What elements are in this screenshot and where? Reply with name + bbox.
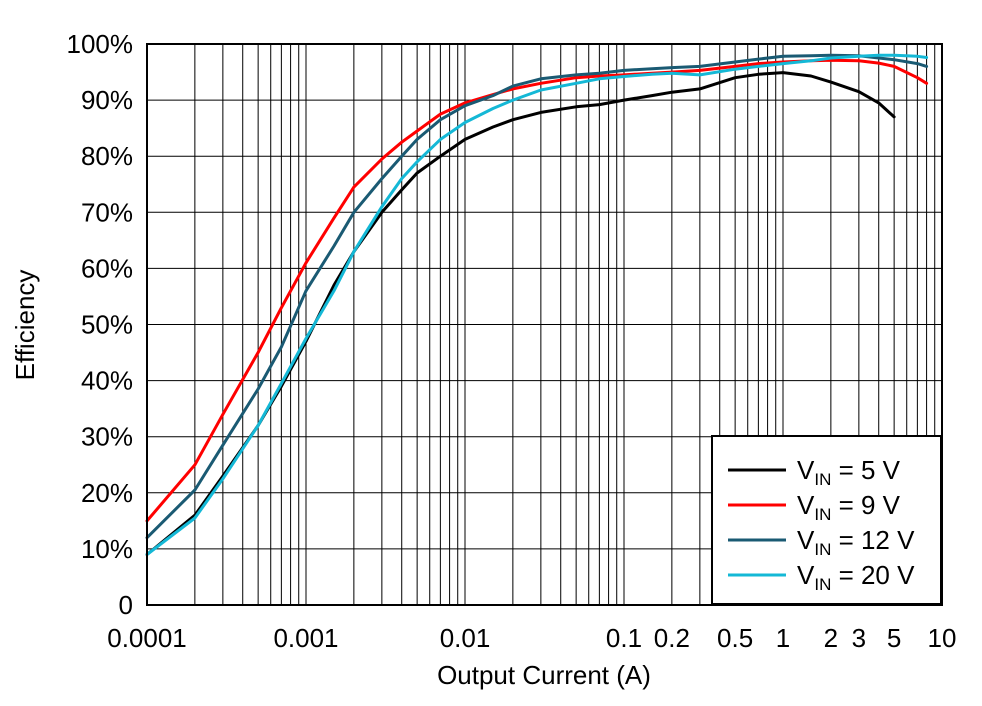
x-tick-labels: 0.0001 0.001 0.01 0.1 0.2 0.5 1 2 3 5 10 bbox=[107, 623, 956, 653]
y-tick-labels: 0 10% 20% 30% 40% 50% 60% 70% 80% 90% 100% bbox=[67, 29, 134, 620]
legend-label: VIN = 20 V bbox=[797, 560, 915, 594]
y-tick-label: 70% bbox=[81, 197, 133, 227]
series-lines bbox=[145, 53, 929, 556]
x-tick-label: 3 bbox=[852, 623, 866, 653]
x-tick-label: 2 bbox=[824, 623, 838, 653]
y-tick-label: 40% bbox=[81, 366, 133, 396]
x-tick-label: 0.2 bbox=[654, 623, 690, 653]
x-axis-label: Output Current (A) bbox=[437, 660, 651, 690]
series-line bbox=[145, 58, 929, 523]
legend-label: VIN = 9 V bbox=[797, 490, 901, 524]
y-axis-label: Efficiency bbox=[10, 270, 40, 381]
plot-frame bbox=[146, 43, 943, 606]
series-line bbox=[145, 53, 929, 540]
x-tick-label: 5 bbox=[887, 623, 901, 653]
x-tick-label: 0.0001 bbox=[107, 623, 187, 653]
y-tick-label: 30% bbox=[81, 422, 133, 452]
y-tick-label: 90% bbox=[81, 85, 133, 115]
x-tick-label: 0.001 bbox=[273, 623, 338, 653]
x-tick-label: 1 bbox=[776, 623, 790, 653]
y-tick-label: 10% bbox=[81, 534, 133, 564]
y-tick-label: 20% bbox=[81, 478, 133, 508]
series-line bbox=[145, 53, 929, 556]
x-tick-label: 10 bbox=[928, 623, 957, 653]
legend-label: VIN = 12 V bbox=[797, 525, 915, 559]
x-tick-label: 0.01 bbox=[440, 623, 491, 653]
y-tick-label: 80% bbox=[81, 141, 133, 171]
y-tick-label: 0 bbox=[119, 590, 133, 620]
y-tick-label: 100% bbox=[67, 29, 134, 59]
y-tick-label: 50% bbox=[81, 310, 133, 340]
x-tick-label: 0.5 bbox=[717, 623, 753, 653]
x-tick-label: 0.1 bbox=[606, 623, 642, 653]
y-tick-label: 60% bbox=[81, 253, 133, 283]
legend-label: VIN = 5 V bbox=[797, 455, 901, 489]
